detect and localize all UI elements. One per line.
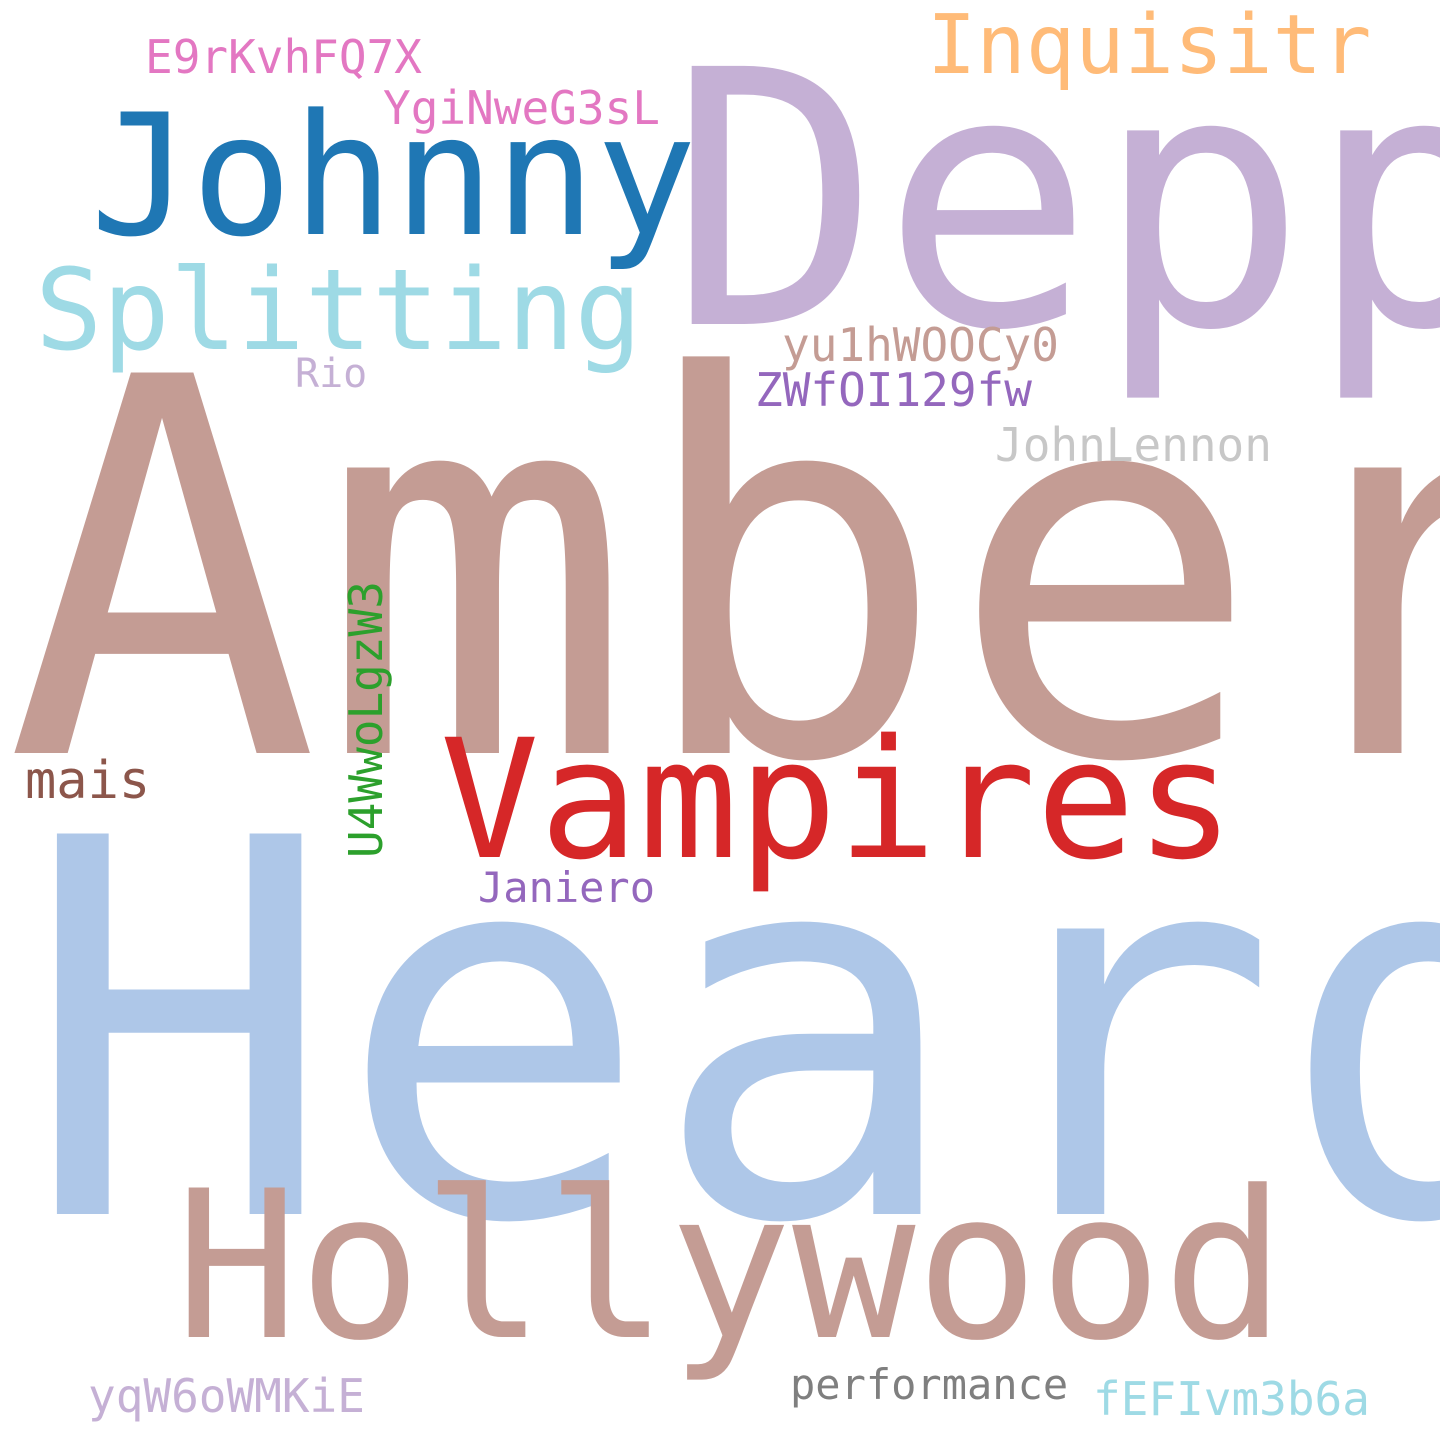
word-inquisitr: Inquisitr (927, 0, 1372, 93)
word-fefivm3b6a: fEFIvm3b6a (1093, 1372, 1370, 1426)
word-zwfoi129fw: ZWfOI129fw (755, 363, 1032, 417)
word-yqw6owmkie: yqW6oWMKiE (88, 1369, 365, 1423)
word-splitting: Splitting (35, 246, 642, 376)
word-rio: Rio (295, 351, 368, 397)
word-e9rkvhfq7x: E9rKvhFQ7X (145, 30, 422, 84)
word-johnny: Johnny (90, 78, 697, 274)
word-johnlennon: JohnLennon (995, 418, 1272, 472)
word-hollywood: Hollywood (175, 1148, 1286, 1386)
word-janiero: Janiero (478, 863, 656, 912)
word-yu1hwoocy0: yu1hWOOCy0 (782, 318, 1059, 372)
word-yginweg3sl: YgiNweG3sL (383, 81, 660, 135)
word-amber: Amber (5, 269, 1440, 877)
word-heard: Heard (22, 730, 1440, 1338)
word-performance: performance (790, 1360, 1069, 1409)
word-depp: Depp (668, 0, 1440, 408)
word-mais: mais (25, 751, 151, 811)
word-u4wwolgzw3: U4WwoLgzW3 (339, 581, 393, 858)
word-vampires: Vampires (440, 704, 1235, 896)
